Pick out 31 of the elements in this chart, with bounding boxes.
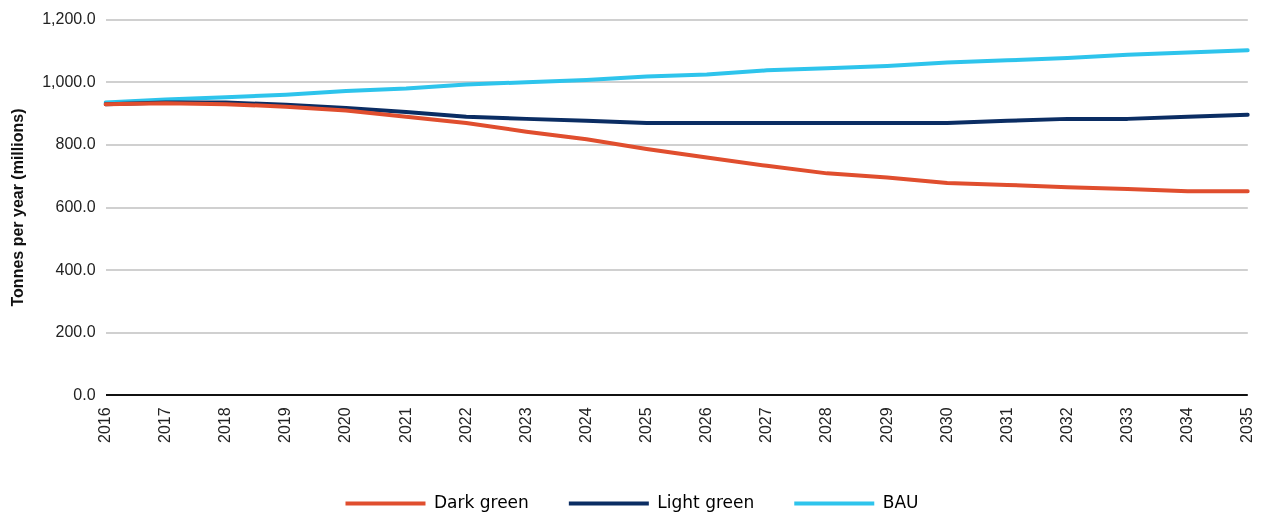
y-tick-label: 1,000.0 [42, 72, 96, 90]
x-tick-label: 2029 [877, 407, 895, 443]
x-tick-label: 2028 [817, 407, 835, 443]
x-tick-label: 2019 [276, 407, 294, 443]
x-tick-label: 2027 [757, 407, 775, 443]
y-tick-label: 600.0 [55, 197, 96, 215]
x-tick-label: 2033 [1117, 407, 1135, 443]
legend-label: Dark green [434, 491, 529, 512]
x-tick-label: 2024 [576, 407, 594, 443]
x-tick-label: 2022 [456, 407, 474, 443]
y-tick-label: 400.0 [55, 260, 96, 278]
y-tick-label: 800.0 [55, 135, 96, 153]
x-tick-label: 2023 [516, 407, 534, 443]
x-tick-label: 2020 [336, 407, 354, 443]
legend-label: BAU [882, 491, 919, 512]
x-tick-label: 2018 [216, 407, 234, 443]
y-tick-label: 0.0 [73, 385, 96, 403]
y-axis-title: Tonnes per year (millions) [9, 108, 27, 307]
y-tick-label: 200.0 [55, 323, 96, 341]
x-tick-label: 2016 [95, 407, 113, 443]
x-tick-label: 2017 [156, 407, 174, 443]
x-tick-label: 2021 [396, 407, 414, 443]
x-tick-label: 2032 [1057, 407, 1075, 443]
y-tick-label: 1,200.0 [42, 10, 96, 28]
x-tick-label: 2035 [1238, 407, 1256, 443]
x-tick-label: 2031 [997, 407, 1015, 443]
x-tick-label: 2026 [697, 407, 715, 443]
legend-label: Light green [657, 491, 755, 512]
x-tick-label: 2030 [937, 407, 955, 443]
x-tick-label: 2034 [1178, 407, 1196, 443]
x-tick-label: 2025 [637, 407, 655, 443]
